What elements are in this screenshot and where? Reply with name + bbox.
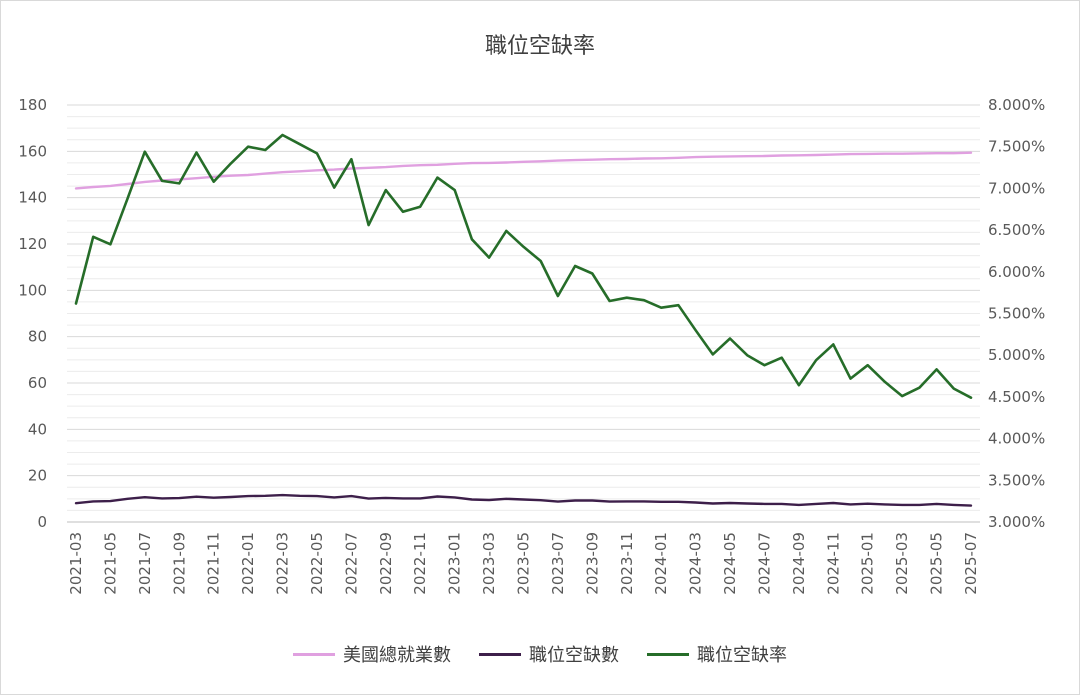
left-axis-tick-label: 180: [18, 96, 47, 114]
x-axis-tick-label: 2024-01: [652, 532, 670, 595]
x-axis-tick-label: 2022-03: [274, 532, 292, 595]
right-axis-tick-label: 4.500%: [988, 388, 1045, 406]
right-axis-tick-label: 5.500%: [988, 305, 1045, 323]
left-axis-tick-label: 120: [18, 235, 47, 253]
right-axis-tick-label: 5.000%: [988, 346, 1045, 364]
series-line-openings: [74, 493, 973, 507]
x-axis-tick-label: 2024-11: [824, 532, 842, 595]
minor-gridlines: [67, 116, 980, 511]
left-axis-tick-label: 40: [28, 420, 47, 438]
x-axis-tick-label: 2022-01: [239, 532, 257, 595]
legend-item-openings: 職位空缺數: [479, 641, 619, 667]
x-axis-tick-label: 2021-07: [136, 532, 154, 595]
right-axis-tick-label: 3.000%: [988, 513, 1045, 531]
legend-swatch-employment: [293, 652, 335, 656]
left-axis-tick-label: 60: [28, 374, 47, 392]
right-axis-tick-label: 4.000%: [988, 430, 1045, 448]
x-axis-tick-label: 2025-05: [928, 532, 946, 595]
left-axis-tick-label: 100: [18, 281, 47, 299]
legend-swatch-rate: [647, 652, 689, 656]
series-line-employment: [74, 151, 973, 190]
x-axis-tick-label: 2021-03: [67, 532, 85, 595]
legend-label-employment: 美國總就業數: [343, 645, 451, 666]
x-axis-tick-label: 2024-09: [790, 532, 808, 595]
legend-swatch-openings: [479, 652, 521, 656]
x-axis-tick-label: 2024-03: [687, 532, 705, 595]
x-axis-tick-label: 2021-11: [205, 532, 223, 595]
left-axis-tick-label: 20: [28, 467, 47, 485]
major-gridlines: [67, 104, 980, 523]
x-axis-tick-label: 2022-09: [377, 532, 395, 595]
left-axis-tick-label: 140: [18, 189, 47, 207]
right-axis-tick-label: 8.000%: [988, 96, 1045, 114]
series-lines: [74, 133, 973, 507]
right-axis-tick-labels: 3.000% 3.500% 4.000% 4.500% 5.000% 5.500% 6.00…: [988, 96, 1045, 531]
x-axis-tick-label: 2025-03: [893, 532, 911, 595]
left-axis-tick-label: 80: [28, 328, 47, 346]
legend: 美國總就業數 職位空缺數 職位空缺率: [0, 641, 1080, 667]
x-axis-tick-label: 2022-11: [411, 532, 429, 595]
left-axis-tick-label: 160: [18, 142, 47, 160]
x-axis-tick-label: 2021-09: [170, 532, 188, 595]
right-axis-tick-label: 3.500%: [988, 471, 1045, 489]
x-axis-tick-label: 2024-07: [755, 532, 773, 595]
left-axis-tick-label: 0: [37, 513, 47, 531]
legend-item-employment: 美國總就業數: [293, 641, 451, 667]
x-axis-tick-label: 2022-07: [342, 532, 360, 595]
legend-item-rate: 職位空缺率: [647, 641, 787, 667]
left-axis-tick-labels: 0 20 40 60 80 100 120 140 160 180: [18, 96, 47, 531]
legend-label-rate: 職位空缺率: [697, 645, 787, 666]
x-axis-tick-label: 2023-03: [480, 532, 498, 595]
x-axis-tick-label: 2023-05: [515, 532, 533, 595]
x-axis-tick-label: 2025-01: [859, 532, 877, 595]
right-axis-tick-label: 6.500%: [988, 221, 1045, 239]
x-axis-tick-label: 2024-05: [721, 532, 739, 595]
series-line-rate: [74, 133, 973, 400]
right-axis-tick-label: 6.000%: [988, 263, 1045, 281]
chart-title: 職位空缺率: [484, 34, 595, 59]
x-axis-tick-label: 2023-11: [618, 532, 636, 595]
x-axis-tick-label: 2023-01: [446, 532, 464, 595]
right-axis-tick-label: 7.000%: [988, 179, 1045, 197]
x-axis-tick-label: 2021-05: [101, 532, 119, 595]
legend-label-openings: 職位空缺數: [529, 645, 619, 666]
right-axis-tick-label: 7.500%: [988, 138, 1045, 156]
x-axis-tick-label: 2022-05: [308, 532, 326, 595]
x-axis-tick-label: 2023-07: [549, 532, 567, 595]
x-axis-tick-labels: 2021-03 2021-05 2021-07 2021-09 2021-11 2022-…: [67, 532, 980, 595]
x-axis-tick-label: 2023-09: [583, 532, 601, 595]
x-axis-tick-label: 2025-07: [962, 532, 980, 595]
